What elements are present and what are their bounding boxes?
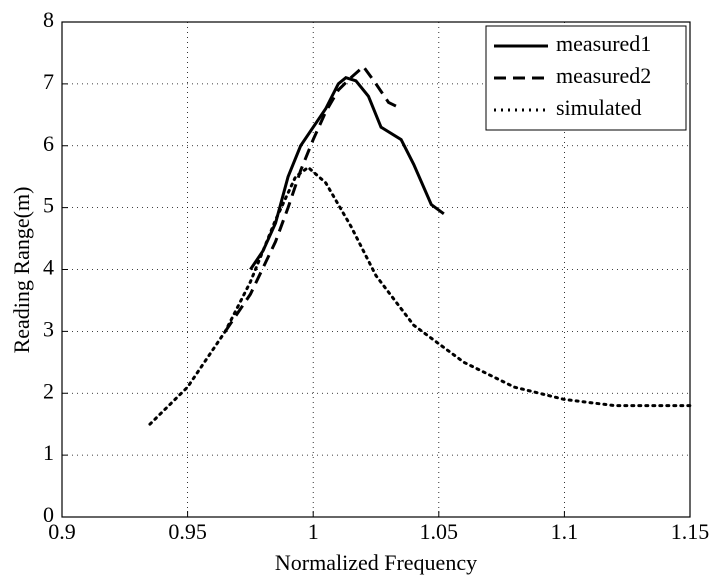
x-tick-label: 1.05 (420, 519, 459, 544)
x-tick-label: 1.1 (551, 519, 579, 544)
x-tick-label: 0.95 (168, 519, 207, 544)
legend-label: simulated (556, 95, 642, 120)
y-tick-label: 3 (43, 316, 54, 341)
x-axis-label: Normalized Frequency (275, 550, 477, 575)
y-tick-label: 6 (43, 131, 54, 156)
x-tick-label: 0.9 (48, 519, 76, 544)
y-tick-label: 1 (43, 440, 54, 465)
x-tick-label: 1 (308, 519, 319, 544)
legend-label: measured2 (556, 63, 651, 88)
line (249, 76, 445, 271)
y-tick-label: 8 (43, 7, 54, 32)
y-tick-label: 5 (43, 193, 54, 218)
y-tick-label: 7 (43, 69, 54, 94)
y-tick-label: 2 (43, 378, 54, 403)
line (148, 165, 692, 426)
y-tick-label: 0 (43, 502, 54, 527)
x-tick-label: 1.15 (671, 519, 710, 544)
legend-label: measured1 (556, 31, 651, 56)
y-axis-label: Reading Range(m) (9, 187, 34, 354)
y-tick-label: 4 (43, 255, 54, 280)
line (224, 64, 402, 333)
